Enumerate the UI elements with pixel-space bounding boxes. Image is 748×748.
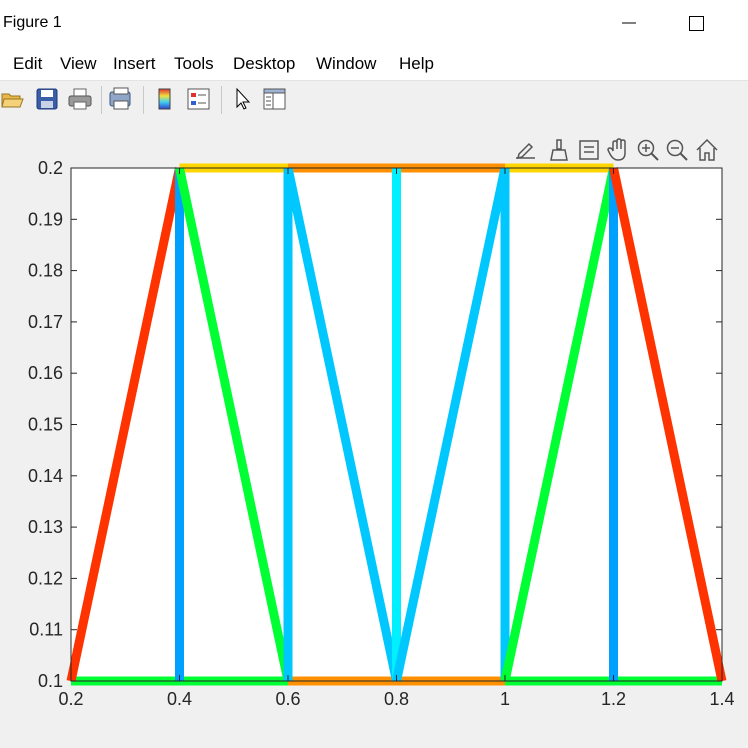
plot-segment-17[interactable] [392, 167, 510, 682]
y-tick-label: 0.1 [38, 671, 63, 691]
menu-tools[interactable]: Tools [174, 54, 214, 73]
x-tick-label: 1 [500, 689, 510, 709]
menu-desktop[interactable]: Desktop [233, 54, 296, 73]
x-tick-label: 1.2 [601, 689, 626, 709]
maximize-icon [689, 16, 704, 31]
save-icon [36, 88, 58, 110]
figure-toolbar [0, 80, 748, 120]
property-inspector-button[interactable] [262, 86, 288, 112]
tick-labels: 0.2 0.4 0.6 0.8 1 1.2 1.4 0.1 0.11 0.12 0.13 0.14 0.… [28, 158, 735, 709]
menu-edit[interactable]: Edit [13, 54, 43, 73]
y-tick-label: 0.18 [28, 261, 63, 281]
pan-icon [607, 138, 626, 161]
colorbar-icon [158, 88, 171, 110]
brush-icon [550, 139, 568, 161]
figure-canvas: 0.2 0.4 0.6 0.8 1 1.2 1.4 0.1 0.11 0.12 0.13 0.14 0.… [0, 119, 748, 748]
pointer-icon [236, 87, 251, 110]
data-tips-button[interactable] [576, 137, 602, 163]
x-tick-label: 0.8 [384, 689, 409, 709]
open-file-icon [1, 93, 24, 108]
menu-window[interactable]: Window [316, 54, 377, 73]
home-button[interactable] [694, 137, 720, 163]
title-bar: Figure 1 [0, 0, 748, 46]
plot-segment-13[interactable] [175, 167, 293, 682]
y-tick-label: 0.14 [28, 466, 63, 486]
pan-button[interactable] [605, 137, 631, 163]
x-tick-label: 0.2 [58, 689, 83, 709]
minimize-button[interactable] [606, 6, 652, 40]
y-tick-label: 0.11 [29, 620, 63, 640]
save-button[interactable] [34, 86, 60, 112]
print-preview-icon [109, 87, 131, 110]
plot-segment-19[interactable] [500, 167, 618, 682]
menu-bar: Edit View Insert Tools Desktop Window He… [0, 46, 748, 80]
x-tick-label: 1.4 [709, 689, 734, 709]
x-tick-label: 0.4 [167, 689, 192, 709]
print-preview-button[interactable] [108, 86, 134, 112]
menu-insert[interactable]: Insert [113, 54, 156, 73]
window-title: Figure 1 [3, 14, 62, 31]
zoom-out-button[interactable] [664, 137, 690, 163]
home-icon [696, 138, 718, 161]
plot-segment-21[interactable] [609, 167, 727, 682]
y-tick-label: 0.19 [28, 209, 63, 229]
x-tick-label: 0.6 [275, 689, 300, 709]
zoom-in-button[interactable] [635, 137, 661, 163]
colorbar-button[interactable] [152, 86, 178, 112]
legend-button[interactable] [186, 86, 212, 112]
legend-icon [187, 88, 210, 110]
y-tick-label: 0.16 [28, 363, 63, 383]
pointer-button[interactable] [230, 86, 256, 112]
y-tick-label: 0.12 [28, 568, 63, 588]
toolbar-separator [221, 86, 222, 114]
plot-segment-15[interactable] [283, 167, 401, 682]
line-plot[interactable]: 0.2 0.4 0.6 0.8 1 1.2 1.4 0.1 0.11 0.12 0.13 0.14 0.… [0, 119, 748, 748]
print-icon [68, 88, 92, 110]
print-button[interactable] [67, 86, 93, 112]
plot-segment-11[interactable] [66, 167, 184, 682]
property-inspector-icon [263, 88, 286, 110]
menu-help[interactable]: Help [399, 54, 434, 73]
zoom-in-icon [637, 139, 659, 161]
axis-ticks [70, 167, 723, 682]
data-tips-icon [579, 140, 599, 160]
toolbar-separator [143, 86, 144, 114]
edit-plot-button[interactable] [513, 137, 539, 163]
minimize-icon [622, 22, 636, 24]
brush-button[interactable] [546, 137, 572, 163]
menu-view[interactable]: View [60, 54, 97, 73]
y-tick-label: 0.17 [28, 312, 63, 332]
maximize-button[interactable] [674, 6, 720, 40]
open-file-button[interactable] [0, 86, 26, 112]
toolbar-separator [101, 86, 102, 114]
edit-plot-icon [516, 142, 535, 160]
y-tick-label: 0.2 [38, 158, 63, 178]
zoom-out-icon [666, 139, 688, 161]
y-tick-label: 0.15 [28, 415, 63, 435]
y-tick-label: 0.13 [28, 517, 63, 537]
